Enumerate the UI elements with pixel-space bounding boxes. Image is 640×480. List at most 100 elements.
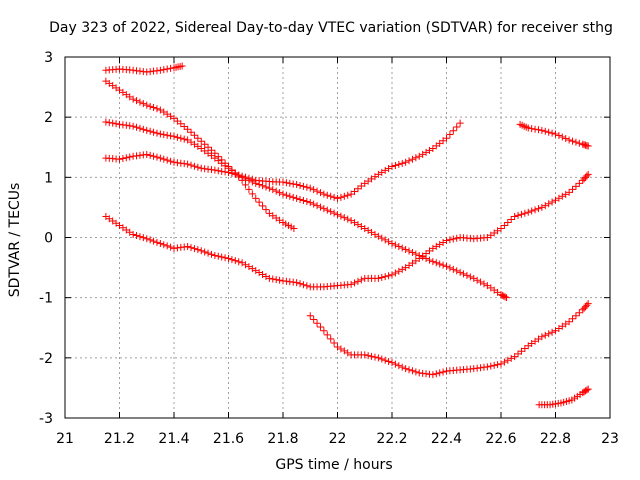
data-point [412, 154, 420, 162]
data-point [252, 194, 260, 202]
data-point [497, 224, 505, 232]
data-point [310, 200, 318, 208]
data-point [293, 194, 301, 202]
data-point [320, 190, 328, 198]
data-point [436, 260, 444, 268]
data-point [299, 182, 307, 190]
data-point [289, 193, 297, 201]
data-point [197, 137, 205, 145]
data-point [364, 352, 372, 360]
data-point [178, 62, 186, 70]
data-point [504, 218, 512, 226]
data-point [402, 365, 410, 373]
data-point [584, 142, 592, 150]
data-point [136, 98, 144, 106]
data-point [323, 331, 331, 339]
data-point [187, 128, 195, 136]
data-point [388, 240, 396, 248]
data-point [347, 280, 355, 288]
data-point [565, 136, 573, 144]
data-point [507, 215, 515, 223]
data-point [432, 370, 440, 378]
data-point [194, 246, 202, 254]
x-tick-label: 21.2 [104, 431, 135, 447]
data-point [245, 174, 253, 182]
data-point [558, 133, 566, 141]
data-point [255, 198, 263, 206]
data-point [500, 221, 508, 229]
data-point [190, 245, 198, 253]
data-point [136, 124, 144, 132]
data-point [299, 281, 307, 289]
data-point [521, 209, 529, 217]
y-tick-label: -3 [39, 411, 53, 427]
data-point [398, 244, 406, 252]
data-point [139, 234, 147, 242]
data-point [286, 192, 294, 200]
data-point [167, 157, 175, 165]
data-point [323, 206, 331, 214]
data-point [231, 257, 239, 265]
data-point [569, 137, 577, 145]
data-point [534, 205, 542, 213]
data-point [412, 368, 420, 376]
data-point [153, 105, 161, 113]
data-point [361, 351, 369, 359]
data-point [524, 124, 532, 132]
data-point [214, 167, 222, 175]
data-point [235, 258, 243, 266]
data-point [207, 250, 215, 258]
data-point [242, 181, 250, 189]
series-track-d [102, 119, 464, 202]
data-point [466, 273, 474, 281]
data-point [184, 125, 192, 133]
data-point [231, 170, 239, 178]
data-point [562, 135, 570, 143]
data-point [163, 131, 171, 139]
data-point [517, 210, 525, 218]
data-point [303, 183, 311, 191]
data-point [449, 235, 457, 243]
data-point [163, 65, 171, 73]
data-point [565, 188, 573, 196]
data-point [143, 126, 151, 134]
data-point [439, 261, 447, 269]
data-point [337, 212, 345, 220]
data-point [398, 265, 406, 273]
data-point [575, 139, 583, 147]
data-point [572, 138, 580, 146]
data-point [245, 185, 253, 193]
data-point [150, 128, 158, 136]
data-point [156, 240, 164, 248]
data-point [170, 132, 178, 140]
data-point [432, 259, 440, 267]
data-point [310, 186, 318, 194]
data-point [129, 122, 137, 130]
data-point [374, 354, 382, 362]
data-point [374, 274, 382, 282]
data-point [282, 191, 290, 199]
data-point [180, 135, 188, 143]
data-point [109, 119, 117, 127]
data-point [490, 361, 498, 369]
data-point [327, 192, 335, 200]
data-point [460, 270, 468, 278]
data-point [327, 208, 335, 216]
data-point [303, 198, 311, 206]
data-point [177, 134, 185, 142]
data-point [190, 162, 198, 170]
data-point [412, 250, 420, 258]
data-point [548, 198, 556, 206]
data-points [102, 62, 592, 409]
data-point [299, 196, 307, 204]
data-point [405, 366, 413, 374]
data-point [133, 123, 141, 131]
data-point [351, 279, 359, 287]
x-axis-title: GPS time / hours [275, 457, 392, 473]
data-point [238, 172, 246, 180]
data-point [276, 189, 284, 197]
data-point [194, 134, 202, 142]
data-point [225, 255, 232, 263]
data-point [583, 386, 591, 394]
data-point [381, 236, 389, 244]
